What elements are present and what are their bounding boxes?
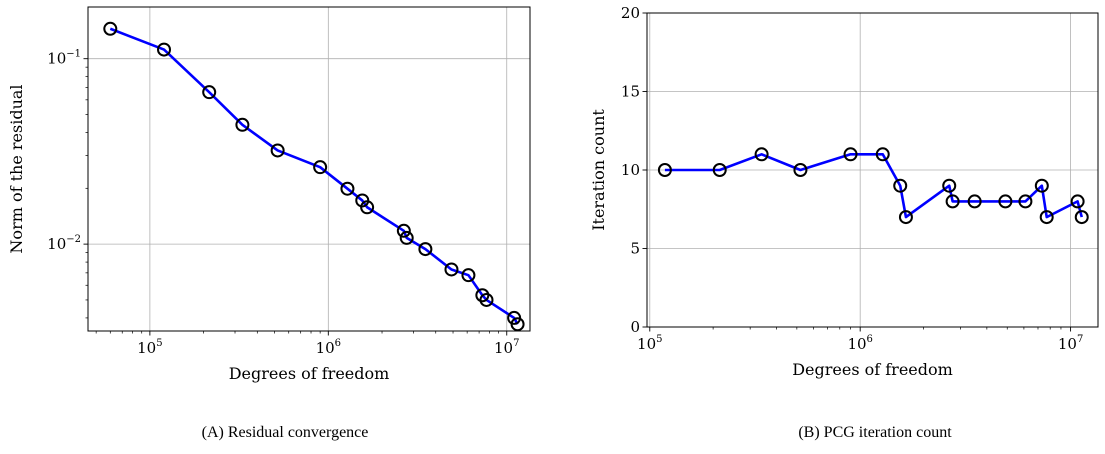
residual-convergence-chart: 105 106 107 10−2 10−1 Degrees of freedom Norm …	[7, 6, 531, 383]
iterations-data-point	[1070, 194, 1085, 209]
iterations-data-point	[843, 147, 858, 162]
residual-data-point	[479, 292, 494, 307]
iterations-y-tick-label: 20	[621, 4, 640, 22]
residual-x-tick-label: 105	[137, 338, 162, 357]
iterations-data-point	[712, 163, 727, 177]
residual-y-tick-label: 10−1	[47, 49, 81, 68]
residual-axes-frame	[87, 6, 531, 332]
residual-data-point	[461, 268, 476, 283]
iterations-y-axis-label: Iteration count	[589, 109, 608, 231]
residual-data-point	[399, 230, 414, 245]
iterations-data-point	[945, 194, 960, 209]
iterations-data-point	[942, 178, 957, 193]
iterations-series-line	[664, 153, 1084, 219]
iterations-data-point	[793, 163, 808, 177]
iterations-data-point	[1074, 210, 1089, 225]
residual-data-point	[313, 160, 328, 175]
residual-data-point	[157, 42, 172, 57]
iterations-data-point	[893, 178, 908, 193]
residual-data-point	[202, 85, 217, 100]
iterations-data-point	[875, 147, 890, 162]
residual-x-tick-label: 106	[316, 338, 341, 357]
iteration-count-chart: 105 106 107 0 5 10 15 20 Degrees of freedom Itera…	[589, 4, 1099, 379]
iterations-data-point	[967, 194, 982, 209]
residual-y-axis-label: Norm of the residual	[7, 84, 26, 253]
iterations-data-point	[1018, 194, 1033, 209]
iterations-x-tick-label: 106	[847, 334, 872, 353]
residual-data-point	[360, 200, 375, 215]
residual-data-point	[510, 317, 525, 332]
residual-data-point	[270, 143, 285, 158]
iterations-y-tick-label: 5	[630, 240, 640, 258]
residual-y-tick-label: 10−2	[47, 234, 81, 253]
residual-data-point	[235, 117, 250, 132]
iterations-x-axis-label: Degrees of freedom	[792, 360, 953, 379]
iterations-data-point	[1039, 210, 1054, 225]
residual-series-line	[109, 27, 519, 325]
iterations-data-point	[657, 163, 672, 177]
caption-residual-convergence: (A) Residual convergence	[201, 424, 369, 441]
iterations-y-tick-label: 15	[621, 83, 640, 101]
residual-data-point	[340, 181, 355, 196]
iterations-x-tick-label: 107	[1058, 334, 1083, 353]
residual-x-axis-label: Degrees of freedom	[229, 364, 390, 383]
iterations-data-point	[1034, 178, 1049, 193]
iterations-x-tick-label: 105	[637, 334, 662, 353]
residual-data-point	[103, 21, 118, 36]
residual-data-point	[444, 262, 459, 277]
iterations-data-point	[898, 210, 913, 225]
iterations-y-tick-label: 10	[621, 161, 640, 179]
iterations-y-tick-label: 0	[630, 318, 640, 336]
iterations-data-point	[998, 194, 1013, 209]
residual-data-point	[418, 242, 433, 257]
iterations-data-point	[754, 147, 769, 162]
residual-x-tick-label: 107	[494, 338, 519, 357]
caption-pcg-iteration-count: (B) PCG iteration count	[798, 424, 952, 441]
residual-data-point	[396, 223, 411, 238]
